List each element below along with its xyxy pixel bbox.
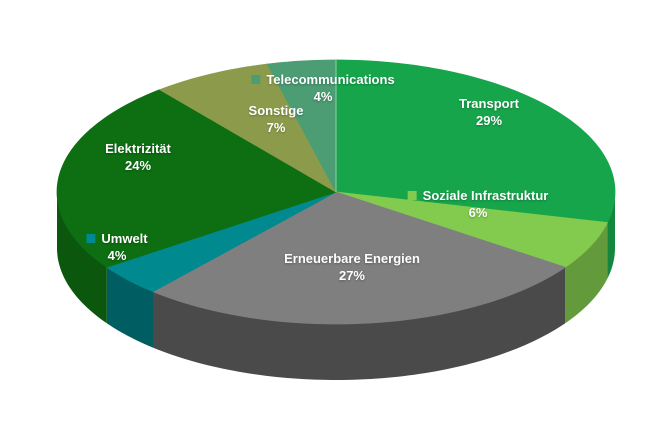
- pie-slice-erneuerbare-energien: [152, 191, 567, 325]
- pie-slice-transport: [335, 59, 616, 223]
- pie-slice-telecommunications: [266, 59, 337, 193]
- pie-slice-soziale-infrastruktur: [335, 191, 609, 268]
- pie-slice-side-transport: [607, 192, 615, 279]
- pie-slice-side-umwelt: [106, 267, 153, 348]
- pie-slice-umwelt: [105, 191, 337, 293]
- pie-slice-side-elektrizit-t: [57, 192, 107, 324]
- pie-slice-elektrizit-t: [56, 89, 337, 268]
- pie-slice-sonstige: [158, 63, 337, 193]
- pie-slice-side-soziale-infrastruktur: [565, 222, 608, 324]
